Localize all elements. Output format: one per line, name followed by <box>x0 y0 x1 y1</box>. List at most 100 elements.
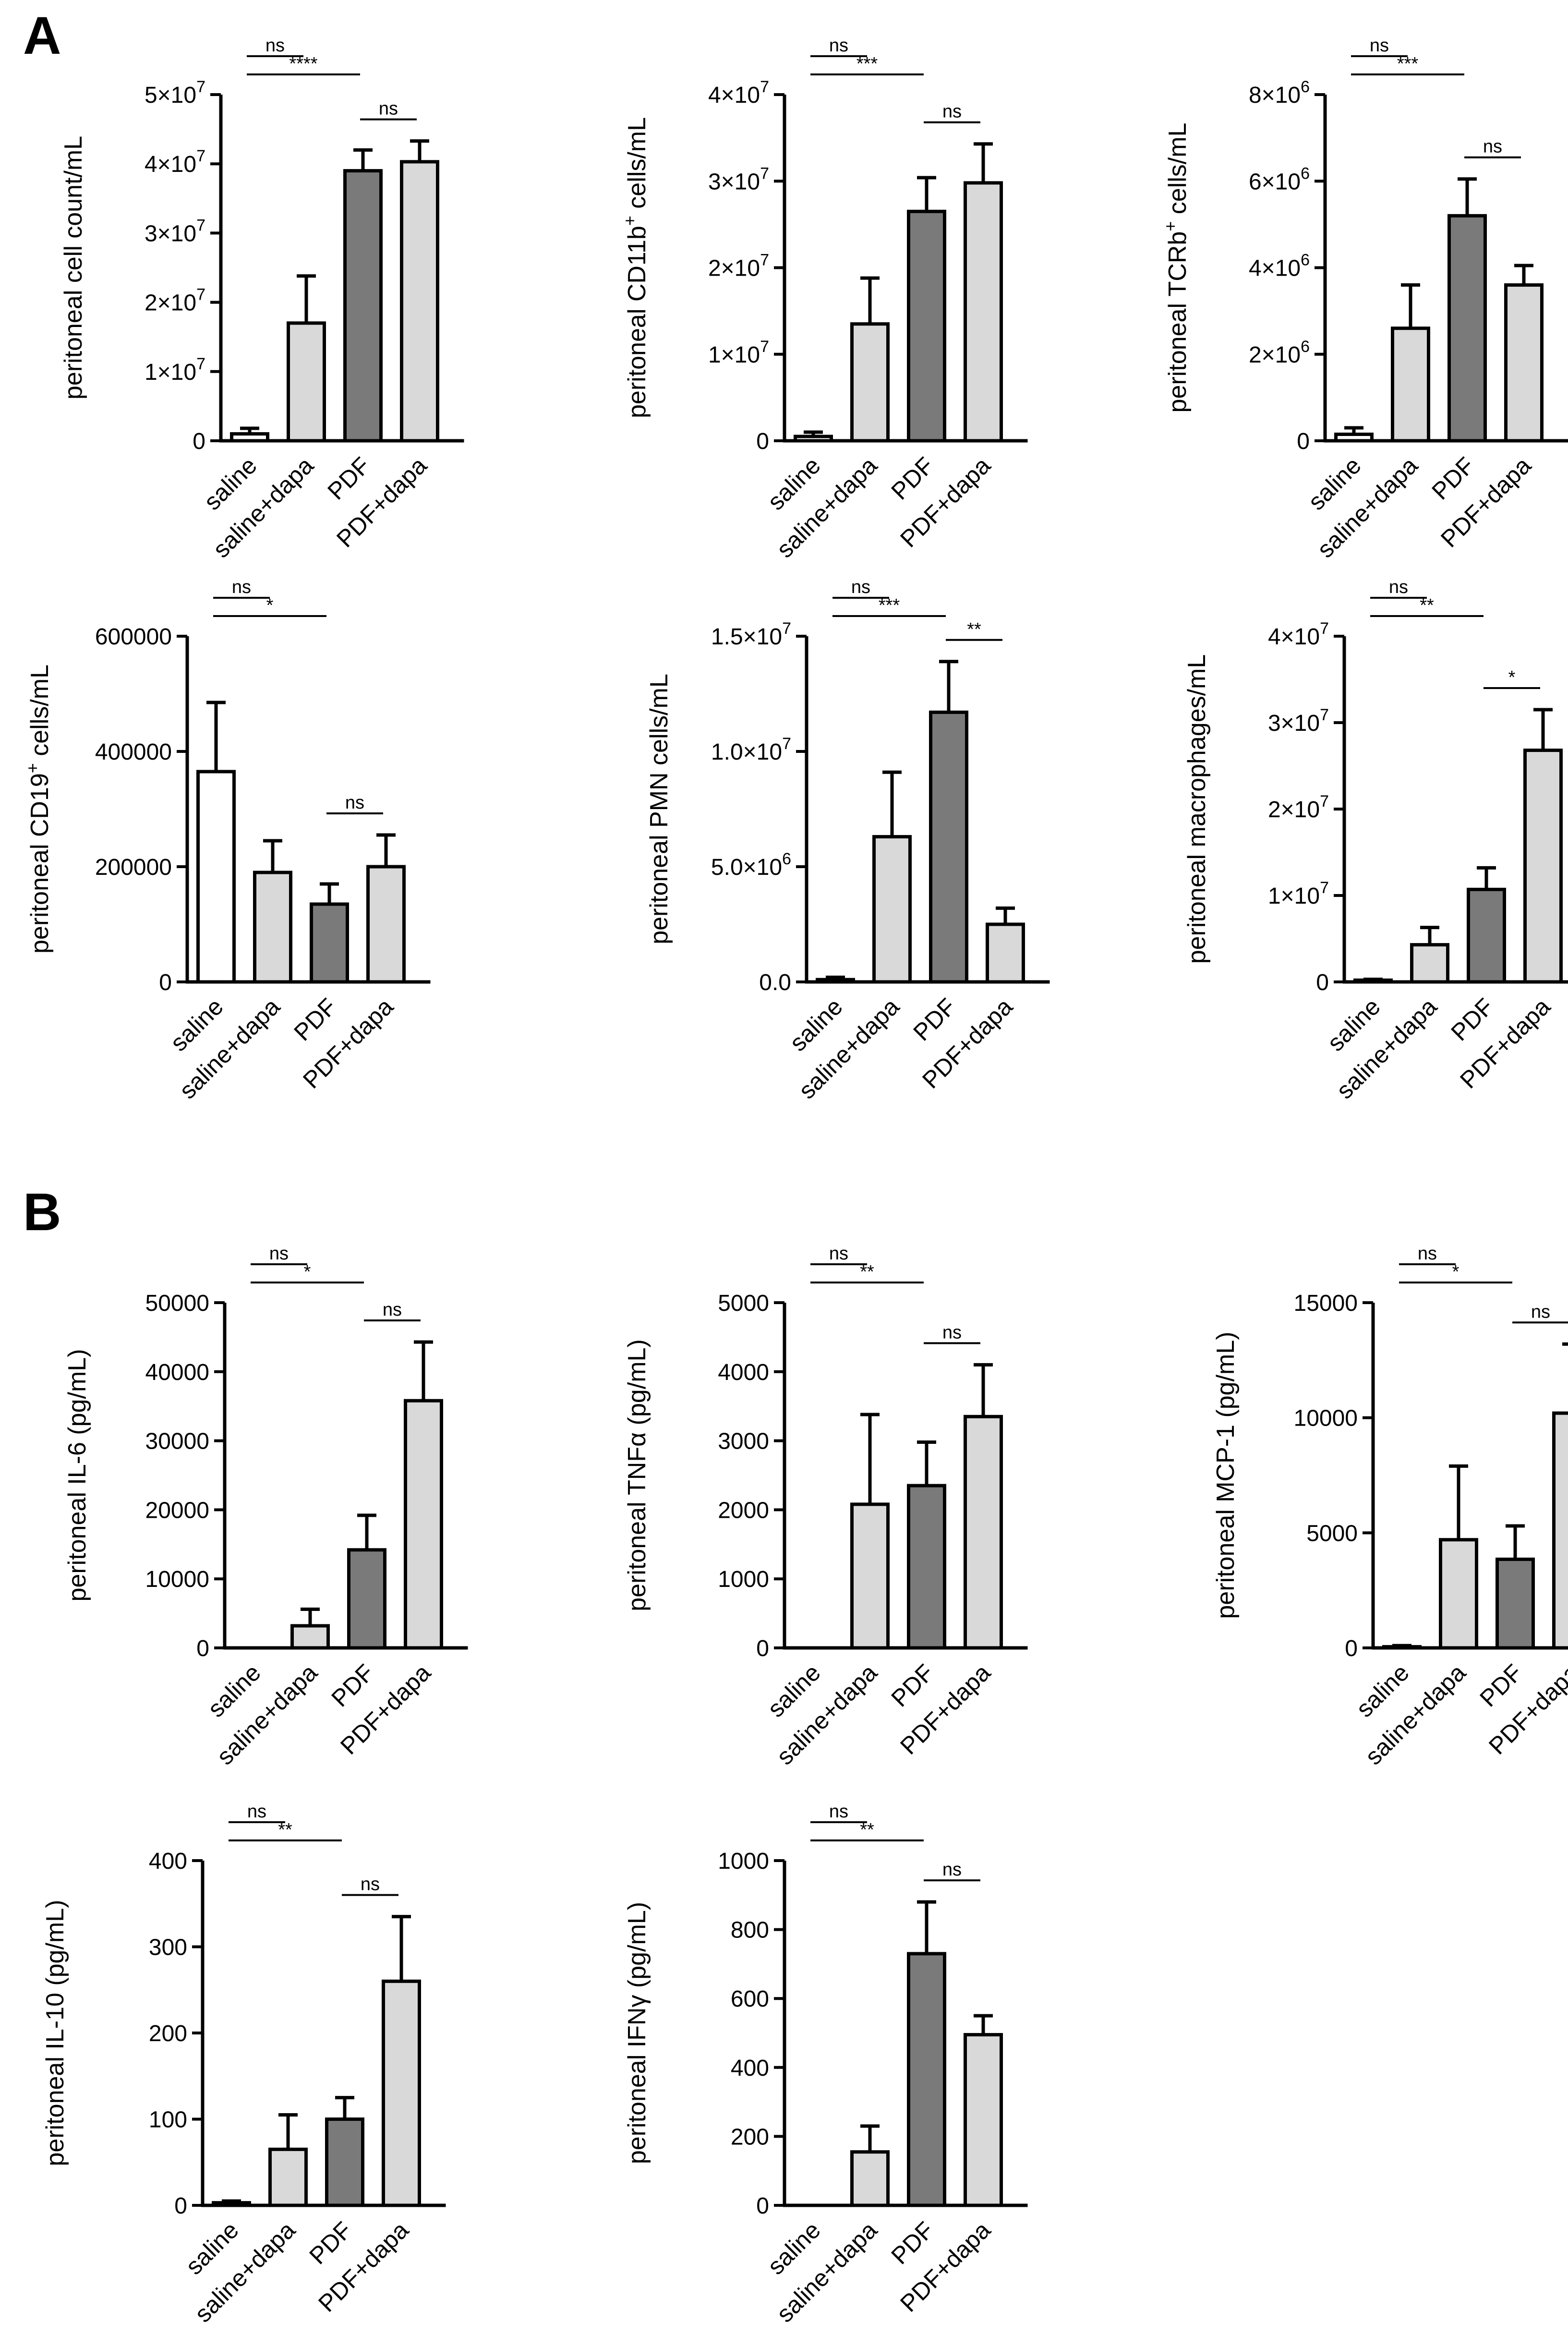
significance-label: ns <box>1389 577 1408 597</box>
significance-label: ns <box>1418 1244 1437 1264</box>
y-tick-label: 2×107 <box>145 286 205 316</box>
bar-PDF <box>1467 887 1506 984</box>
y-tick-label: 0 <box>756 2193 769 2219</box>
y-tick-label: 4×107 <box>708 78 769 108</box>
bar-PDF <box>1447 214 1487 443</box>
y-tick-label: 4×107 <box>1268 619 1329 650</box>
bar-PDF+dapa <box>1552 1411 1568 1650</box>
bar-saline+dapa <box>1410 943 1449 984</box>
y-tick-label: 3×107 <box>708 164 769 194</box>
significance-label: ns <box>383 1300 402 1320</box>
y-axis-title: peritoneal IFNγ (pg/mL) <box>623 1902 651 2164</box>
significance-label: * <box>1452 1262 1459 1282</box>
bar-saline+dapa <box>253 871 292 984</box>
y-axis-title: peritoneal TCRb+ cells/mL <box>1160 123 1192 413</box>
y-tick-label: 2×107 <box>1268 792 1329 823</box>
bar-PDF <box>347 1548 386 1650</box>
bar-PDF <box>907 209 946 443</box>
bar-saline <box>212 2201 251 2207</box>
significance-label: ns <box>232 577 251 597</box>
significance-label: ** <box>860 1262 874 1282</box>
y-tick-label: 3000 <box>718 1429 769 1454</box>
y-tick-label: 4×107 <box>145 147 205 177</box>
significance-label: ns <box>379 99 398 119</box>
chart-7: 01000020000300004000050000salinesaline+d… <box>63 1244 468 1770</box>
bar-PDF+dapa <box>964 1415 1003 1650</box>
y-tick-label: 0 <box>196 1636 209 1661</box>
bar-PDF <box>907 1952 946 2207</box>
significance-label: ns <box>942 1322 962 1343</box>
bar-PDF+dapa <box>400 160 439 443</box>
significance-label: * <box>304 1262 311 1282</box>
significance-label: ** <box>860 1820 874 1840</box>
y-tick-label: 0 <box>174 2193 187 2219</box>
significance-label: ns <box>1531 1302 1550 1322</box>
y-tick-label: 200 <box>731 2124 769 2150</box>
bar-PDF <box>1496 1557 1535 1650</box>
significance-label: ns <box>851 577 870 597</box>
y-tick-label: 600000 <box>95 624 172 650</box>
y-tick-label: 5.0×106 <box>711 850 791 880</box>
y-axis-title: peritoneal IL-10 (pg/mL) <box>41 1900 69 2166</box>
y-tick-label: 10000 <box>1294 1406 1358 1431</box>
y-tick-label: 8×106 <box>1249 78 1310 108</box>
y-tick-label: 0 <box>1345 1636 1358 1661</box>
significance-label: **** <box>289 54 317 74</box>
bar-PDF+dapa <box>986 922 1025 984</box>
bar-saline+dapa <box>872 835 912 984</box>
y-axis-title: peritoneal CD11b+ cells/mL <box>620 117 651 418</box>
y-tick-label: 4000 <box>718 1360 769 1385</box>
panel-label-b: B <box>23 1183 61 1242</box>
bar-saline <box>816 978 855 984</box>
chart-1: 01×1072×1073×1074×1075×107salinesaline+d… <box>60 36 464 563</box>
y-axis-title: peritoneal MCP-1 (pg/mL) <box>1212 1331 1240 1619</box>
y-tick-label: 0 <box>193 429 205 454</box>
bar-saline+dapa <box>1439 1538 1478 1650</box>
significance-label: ns <box>942 102 962 122</box>
bar-PDF <box>343 169 383 443</box>
bar-PDF+dapa <box>964 181 1003 443</box>
y-tick-label: 1000 <box>718 1567 769 1592</box>
significance-label: ns <box>265 36 285 56</box>
bar-PDF <box>325 2117 364 2207</box>
significance-label: *** <box>856 54 878 74</box>
significance-label: *** <box>879 595 900 616</box>
y-tick-label: 600 <box>731 1986 769 2012</box>
y-tick-label: 200 <box>149 2021 187 2046</box>
y-tick-label: 6×106 <box>1249 164 1310 194</box>
y-tick-label: 1×107 <box>1268 879 1329 909</box>
y-axis-title: peritoneal IL-6 (pg/mL) <box>63 1349 91 1601</box>
significance-label: ns <box>345 793 364 813</box>
y-axis-title: peritoneal PMN cells/mL <box>645 674 673 944</box>
bar-saline <box>1334 432 1374 443</box>
y-axis-title: peritoneal TNFα (pg/mL) <box>623 1339 651 1611</box>
y-tick-label: 0 <box>159 970 172 995</box>
significance-label: ns <box>829 1802 848 1822</box>
bar-saline+dapa <box>850 2150 890 2207</box>
y-tick-label: 30000 <box>145 1429 209 1454</box>
bar-PDF+dapa <box>366 865 406 984</box>
bar-PDF <box>907 1484 946 1650</box>
bar-saline+dapa <box>287 321 326 443</box>
y-tick-label: 400 <box>149 1849 187 1874</box>
significance-label: ** <box>1420 595 1434 616</box>
significance-label: ns <box>942 1860 962 1880</box>
y-axis-title: peritoneal macrophages/mL <box>1183 654 1211 964</box>
y-tick-label: 5×107 <box>145 78 205 108</box>
significance-label: ns <box>1370 36 1389 56</box>
y-axis-title: peritoneal CD19+ cells/mL <box>23 665 54 954</box>
y-tick-label: 4×106 <box>1249 251 1310 281</box>
y-tick-label: 0 <box>1297 429 1310 454</box>
significance-label: ns <box>829 1244 848 1264</box>
y-tick-label: 400000 <box>95 739 172 765</box>
y-tick-label: 50000 <box>145 1291 209 1316</box>
significance-label: ns <box>361 1875 380 1895</box>
bar-saline <box>794 435 833 443</box>
bar-saline+dapa <box>268 2147 308 2207</box>
y-tick-label: 100 <box>149 2107 187 2133</box>
